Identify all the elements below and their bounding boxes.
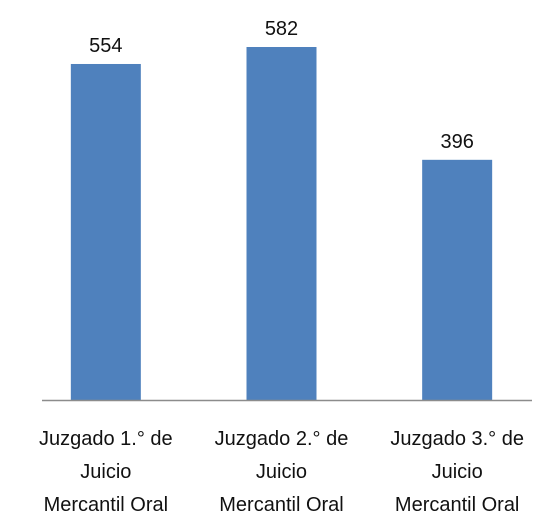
data-label: 554 [89,35,122,57]
data-label: 582 [265,18,298,40]
data-label: 396 [440,131,473,153]
bar [70,63,141,400]
x-tick-label: Juzgado 1.° de Juicio Mercantil Oral [39,428,173,516]
x-tick-label: Juzgado 2.° de Juicio Mercantil Oral [214,428,349,516]
x-tick-label: Juzgado 3.° de Juicio Mercantil Oral [390,428,524,516]
bar [422,159,493,400]
bar [246,47,317,400]
